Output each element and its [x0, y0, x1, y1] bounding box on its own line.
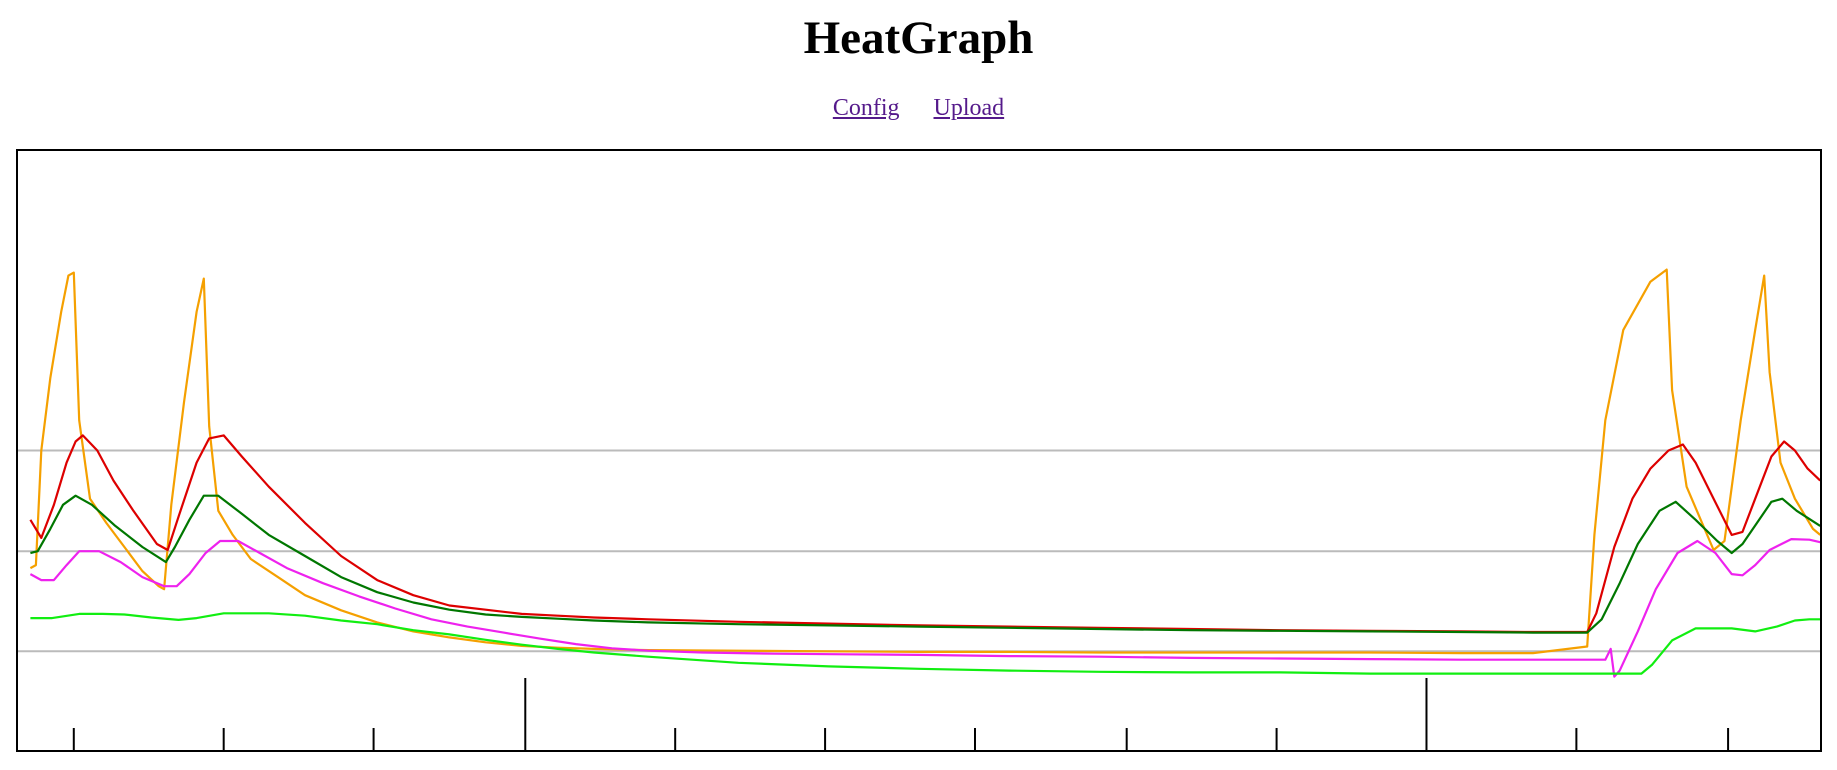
page-title: HeatGraph	[803, 12, 1034, 64]
series-line-1	[29, 268, 1821, 655]
config-link[interactable]: Config	[832, 95, 900, 121]
plot-frame	[16, 149, 1822, 752]
upload-link[interactable]: Upload	[933, 95, 1005, 121]
series-line-2	[29, 434, 1821, 634]
series-layer	[29, 268, 1821, 678]
heat-graph-chart	[16, 149, 1822, 752]
series-line-3	[30, 494, 1821, 634]
tick-layer	[72, 678, 1730, 752]
series-line-4	[29, 538, 1821, 678]
series-line-5	[30, 612, 1821, 675]
grid-layer	[16, 449, 1822, 653]
top-nav: Config Upload	[0, 93, 1837, 123]
